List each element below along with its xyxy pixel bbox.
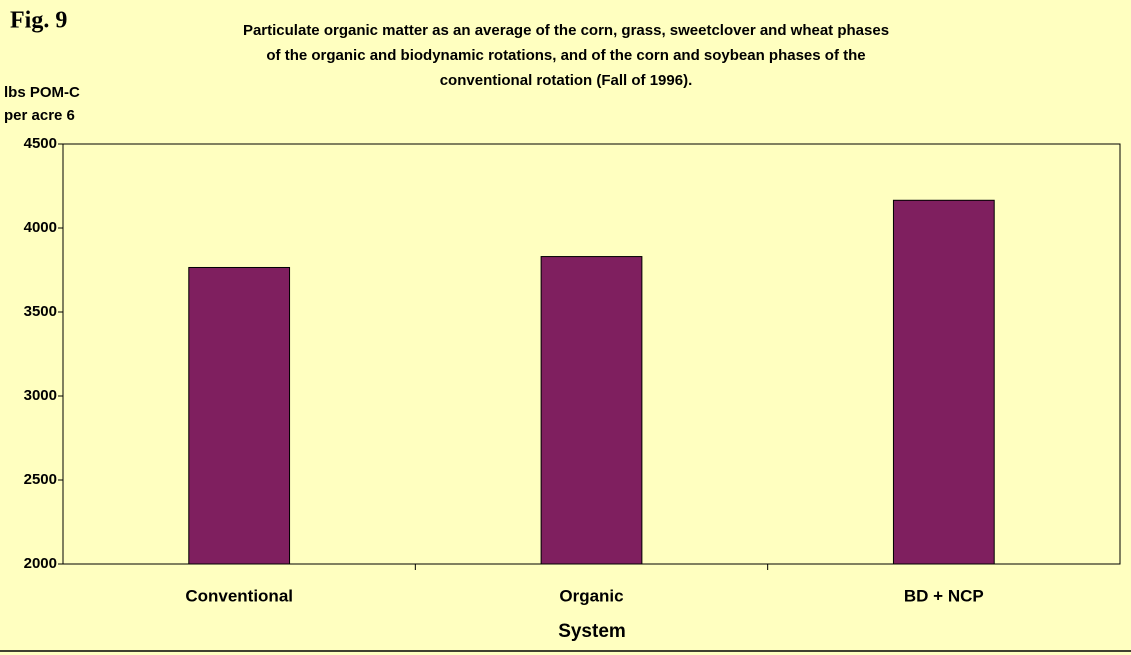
chart-title: of the organic and biodynamic rotations,… [266,47,865,64]
y-tick-label: 2500 [24,471,57,488]
x-axis-label: System [558,621,626,642]
bar [892,199,995,565]
y-tick-label: 3000 [24,387,57,404]
y-tick-label: 4000 [24,219,57,236]
y-axis-label: per acre 6 [4,107,75,124]
bar [188,266,291,565]
y-axis-label: lbs POM-C [4,84,80,101]
y-tick-label: 4500 [24,135,57,152]
figure-label: Fig. 9 [10,8,67,34]
chart-title: conventional rotation (Fall of 1996). [440,72,693,89]
y-tick-label: 3500 [24,303,57,320]
bar [540,256,643,565]
x-tick-label: Organic [559,586,623,605]
chart-title: Particulate organic matter as an average… [243,22,889,39]
y-tick-label: 2000 [24,555,57,572]
x-tick-label: Conventional [185,586,293,605]
x-tick-label: BD + NCP [904,586,984,605]
